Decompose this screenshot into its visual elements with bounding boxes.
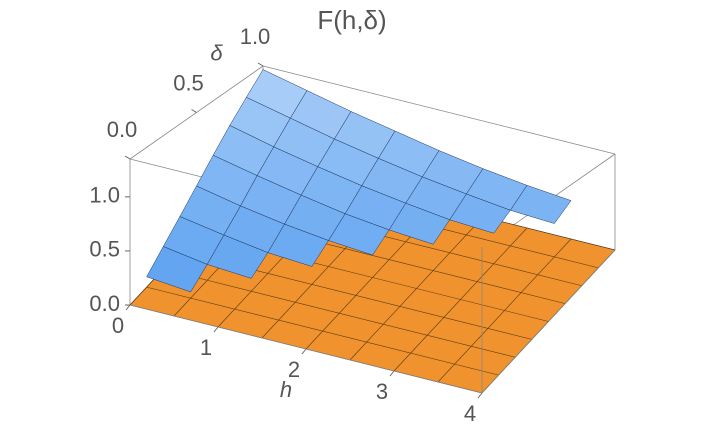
y-tick: [257, 62, 264, 67]
y-tick-label: 0.0: [107, 117, 138, 142]
z-tick-label: 0.5: [89, 237, 120, 262]
x-tick-label: 3: [376, 379, 388, 404]
y-axis-label: δ: [210, 40, 223, 65]
x-tick-label: 1: [200, 335, 212, 360]
x-tick: [389, 370, 395, 377]
x-tick: [125, 304, 131, 311]
floor-mesh: [163, 268, 516, 358]
x-tick: [301, 348, 307, 355]
x-tick-label: 2: [288, 357, 300, 382]
z-tick-label: 0.0: [89, 291, 120, 316]
x-tick-label: 4: [464, 401, 476, 426]
x-axis-label: h: [280, 377, 292, 402]
floor-mesh: [146, 286, 499, 376]
surface-patch: [206, 234, 269, 279]
x-tick-label: 0: [112, 313, 124, 338]
x-tick: [213, 326, 219, 333]
surface-patch: [267, 223, 329, 267]
y-tick-label: 0.5: [173, 70, 204, 95]
surface-patch: [146, 246, 208, 293]
y-tick: [191, 109, 197, 113]
box-edge: [481, 249, 616, 394]
surface-patch: [388, 202, 451, 245]
y-tick-label: 1.0: [240, 24, 271, 49]
surface-patch: [328, 213, 390, 256]
box-edge: [262, 65, 616, 155]
surface-patch: [509, 185, 572, 224]
surface-patch: [449, 193, 511, 234]
y-tick: [124, 155, 131, 160]
z-tick-label: 1.0: [89, 183, 120, 208]
chart-title: F(h,δ): [317, 5, 386, 35]
x-tick: [477, 392, 483, 399]
